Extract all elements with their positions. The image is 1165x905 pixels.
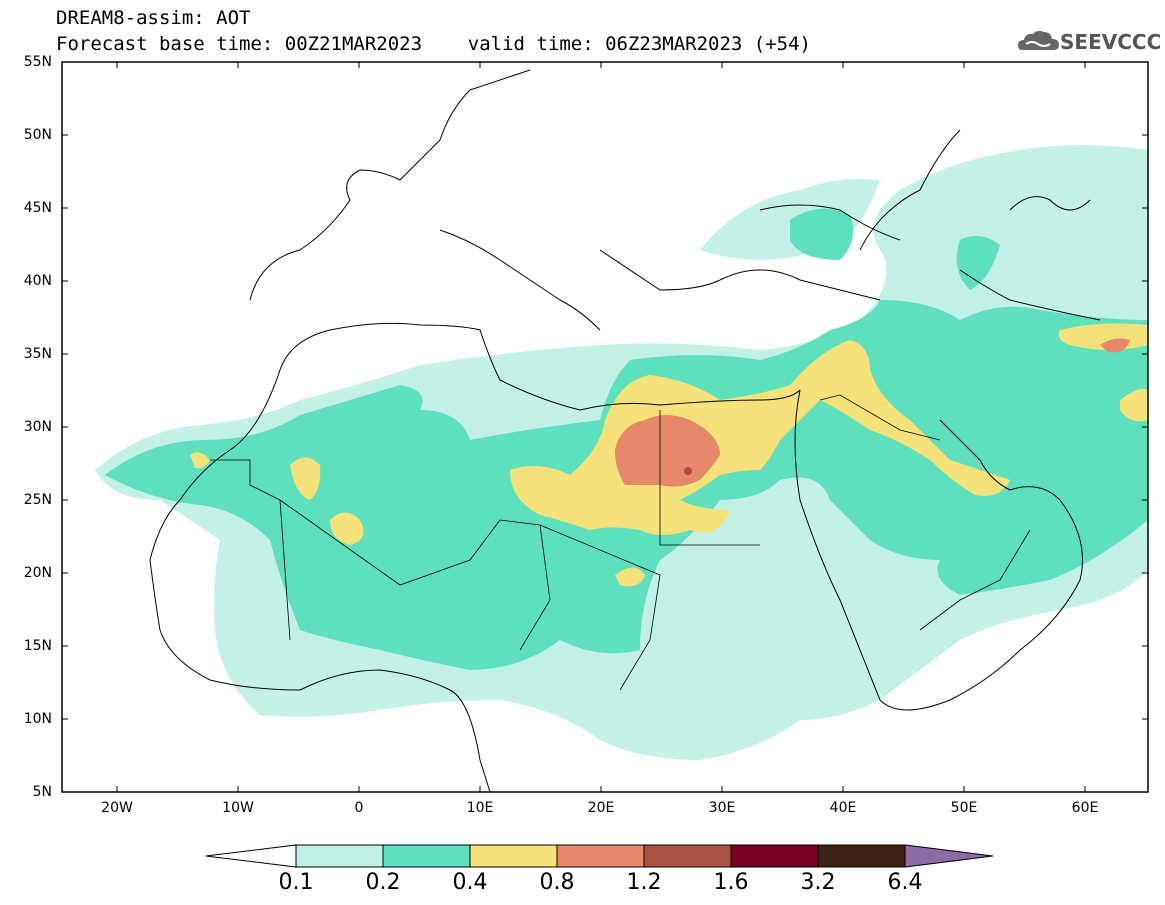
lat-label: 20N — [23, 565, 52, 581]
seevccc-logo-text: SEEVCCC — [1060, 30, 1162, 54]
lon-label: 60E — [1071, 800, 1099, 816]
lat-label: 5N — [32, 784, 52, 800]
lat-label: 45N — [23, 200, 52, 216]
colorbar-label: 0.8 — [539, 870, 575, 895]
colorbar-box — [817, 844, 906, 868]
lon-label: 30E — [708, 800, 736, 816]
colorbar-label: 1.6 — [713, 870, 749, 895]
colorbar-label: 0.4 — [452, 870, 488, 895]
lat-label: 50N — [23, 127, 52, 143]
lon-label: 50E — [950, 800, 978, 816]
lat-label: 35N — [23, 346, 52, 362]
aot-contour-1-2 — [684, 467, 692, 475]
colorbar-label: 3.2 — [800, 870, 836, 895]
lon-label: 0 — [354, 800, 364, 816]
colorbar-under-arrow — [205, 844, 297, 868]
lat-label: 55N — [23, 54, 52, 70]
colorbar-box — [730, 844, 819, 868]
colorbar-box — [469, 844, 558, 868]
colorbar-box — [295, 844, 384, 868]
colorbar-label: 0.2 — [365, 870, 401, 895]
lat-label: 15N — [23, 638, 52, 654]
lon-label: 40E — [829, 800, 857, 816]
colorbar-label: 6.4 — [887, 870, 923, 895]
colorbar-label: 1.2 — [626, 870, 662, 895]
country-borders — [210, 394, 1031, 691]
lon-label: 20E — [587, 800, 615, 816]
colorbar-box — [382, 844, 471, 868]
colorbar-box — [556, 844, 645, 868]
cloud-icon — [1018, 30, 1059, 50]
lat-label: 30N — [23, 419, 52, 435]
coastlines — [149, 69, 1101, 792]
aot-contour-0-8 — [615, 338, 1130, 487]
colorbar-label: 0.1 — [278, 870, 314, 895]
lat-label: 40N — [23, 273, 52, 289]
forecast-time-line: Forecast base time: 00Z21MAR2023 valid t… — [56, 33, 811, 55]
lat-label: 25N — [23, 492, 52, 508]
colorbar-box — [643, 844, 732, 868]
map-title: DREAM8-assim: AOT — [56, 7, 251, 29]
lon-label: 20W — [101, 800, 133, 816]
lon-label: 10E — [466, 800, 494, 816]
colorbar-over-arrow — [904, 844, 994, 868]
lat-label: 10N — [23, 711, 52, 727]
lon-label: 10W — [222, 800, 254, 816]
axis-ticks — [62, 61, 1148, 793]
